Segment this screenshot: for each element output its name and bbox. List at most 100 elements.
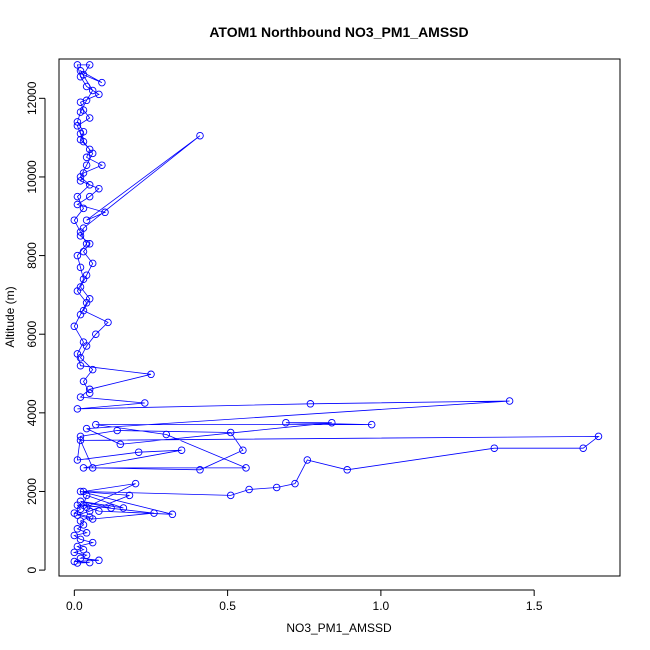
data-point	[85, 240, 94, 248]
data-point	[73, 525, 82, 533]
data-point	[82, 551, 91, 559]
data-point	[82, 424, 91, 433]
data-point	[505, 397, 514, 405]
series-line	[72, 64, 600, 564]
data-point	[85, 385, 94, 394]
data-point	[116, 440, 125, 449]
data-point	[73, 405, 82, 413]
data-point	[85, 61, 94, 69]
series-layer	[70, 61, 603, 567]
data-point	[107, 504, 115, 512]
y-tick-label: 12000	[25, 81, 39, 115]
data-point	[95, 90, 103, 99]
data-point	[147, 370, 155, 379]
x-axis-label: NO3_PM1_AMSSD	[286, 621, 392, 635]
data-point	[196, 131, 204, 140]
data-point	[82, 529, 91, 537]
x-tick-label: 1.0	[373, 599, 390, 613]
x-axis: 0.0 0.5 1.0 1.5	[66, 589, 543, 613]
data-point	[92, 420, 100, 429]
data-point	[141, 399, 149, 407]
data-point	[88, 464, 97, 472]
data-point	[76, 177, 85, 185]
data-point	[76, 517, 85, 525]
data-point	[76, 393, 85, 401]
data-point	[168, 510, 177, 519]
data-point	[85, 295, 94, 303]
data-point	[95, 556, 103, 565]
data-point	[82, 153, 91, 162]
data-point	[95, 507, 103, 515]
data-point	[73, 118, 82, 126]
data-point	[82, 82, 91, 91]
data-point	[98, 161, 106, 169]
plot-frame	[58, 58, 621, 577]
data-point	[79, 464, 88, 472]
data-point	[76, 354, 85, 362]
data-point	[134, 448, 143, 456]
data-point	[85, 192, 94, 201]
data-point	[490, 444, 499, 452]
data-point	[95, 184, 103, 193]
data-point	[272, 483, 281, 492]
data-point	[282, 418, 290, 427]
data-point	[104, 318, 112, 327]
data-point	[79, 204, 88, 213]
data-point	[76, 263, 85, 272]
data-point	[82, 96, 91, 105]
data-point	[125, 491, 134, 500]
data-point	[76, 108, 85, 116]
data-point	[79, 487, 88, 496]
data-point	[70, 531, 79, 540]
data-point	[367, 420, 376, 429]
data-point	[226, 428, 235, 437]
data-point	[76, 361, 85, 370]
data-point	[88, 86, 97, 95]
data-point	[88, 515, 97, 523]
data-point	[79, 377, 88, 386]
data-point	[196, 466, 204, 474]
data-point	[76, 232, 85, 240]
data-point	[303, 456, 312, 464]
data-point	[113, 426, 121, 435]
data-point	[79, 224, 88, 232]
data-point	[82, 503, 91, 511]
data-point	[76, 432, 85, 441]
data-point	[76, 487, 85, 496]
data-point	[70, 322, 79, 331]
x-tick-label: 1.5	[526, 599, 543, 613]
data-point	[73, 61, 82, 69]
data-point	[73, 200, 82, 209]
data-point	[73, 456, 82, 464]
data-point	[328, 418, 336, 427]
data-point	[226, 491, 235, 500]
data-point	[98, 78, 106, 87]
data-point	[73, 542, 82, 551]
data-point	[76, 67, 85, 75]
data-point	[76, 554, 85, 563]
data-point	[594, 432, 603, 441]
y-axis: 0 2000 4000 6000 8000 10000 12000	[25, 81, 46, 573]
data-point	[73, 192, 82, 201]
data-point	[119, 504, 128, 512]
data-point	[76, 283, 85, 291]
data-point	[82, 271, 91, 279]
data-point	[85, 145, 94, 154]
y-tick-label: 0	[25, 566, 39, 573]
data-point	[70, 557, 79, 566]
data-point	[85, 181, 94, 189]
data-point	[343, 466, 351, 474]
data-point	[82, 240, 91, 248]
data-point	[177, 446, 186, 454]
data-point	[88, 365, 97, 374]
data-point	[245, 485, 253, 494]
data-point	[85, 558, 94, 567]
data-point	[242, 464, 250, 472]
data-point	[88, 538, 97, 547]
y-tick-label: 10000	[25, 160, 39, 194]
data-point	[579, 444, 587, 452]
data-point	[131, 479, 140, 488]
data-point	[70, 548, 79, 557]
data-point	[82, 216, 91, 224]
